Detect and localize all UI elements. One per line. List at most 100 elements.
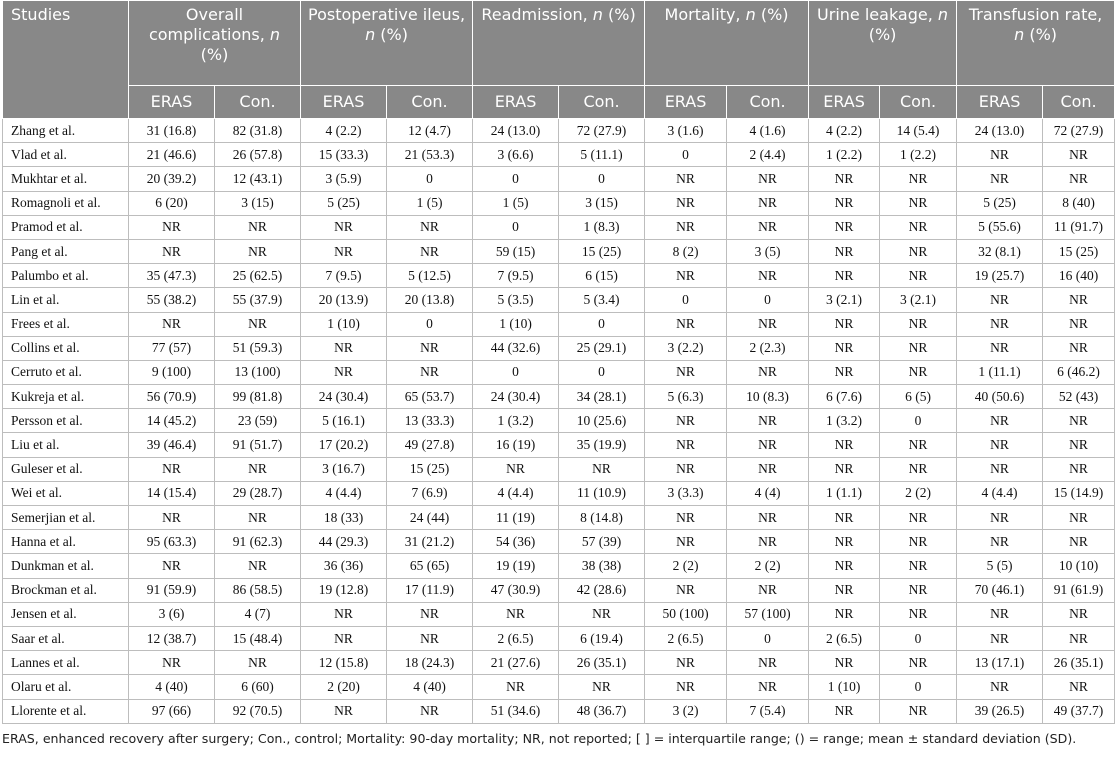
value-cell: 5 (55.6): [956, 214, 1044, 240]
value-cell: 24 (13.0): [472, 117, 560, 144]
value-cell: NR: [808, 359, 881, 386]
table-row: Kukreja et al. 56 (70.9) 99 (81.8) 24 (30.4…: [2, 384, 1116, 410]
value-cell: 3 (2): [644, 698, 728, 724]
value-cell: 0: [726, 287, 810, 313]
value-cell: 1 (3.2): [808, 408, 881, 434]
value-cell: 91 (51.7): [213, 432, 302, 458]
table-body: Zhang et al. 31 (16.8) 82 (31.8) 4 (2.2) 12 …: [2, 117, 1116, 724]
value-cell: 7 (5.4): [726, 698, 810, 724]
value-cell: NR: [213, 456, 302, 482]
value-cell: NR: [213, 504, 302, 531]
value-cell: 0: [558, 359, 646, 386]
value-cell: 19 (25.7): [956, 263, 1044, 289]
value-cell: NR: [808, 650, 881, 676]
value-cell: NR: [808, 311, 881, 337]
table-header: Studies Overall complications, n (%) Post…: [2, 0, 1116, 119]
value-cell: 65 (65): [386, 553, 474, 579]
value-cell: NR: [879, 190, 958, 216]
table-footnote: ERAS, enhanced recovery after surgery; C…: [2, 730, 1077, 746]
value-cell: 15 (48.4): [213, 625, 302, 652]
value-cell: 11 (10.9): [558, 480, 646, 507]
value-cell: 56 (70.9): [128, 384, 215, 410]
group-header-n: n: [592, 5, 603, 24]
value-cell: NR: [879, 553, 958, 579]
value-cell: 19 (12.8): [300, 577, 388, 603]
value-cell: NR: [956, 142, 1044, 168]
value-cell: 1 (2.2): [879, 142, 958, 168]
study-name-cell: Saar et al.: [2, 625, 129, 652]
control-subheader: Con.: [558, 85, 646, 119]
table-row: Dunkman et al. NR NR 36 (36) 65 (65) 19 (19) 3…: [2, 553, 1116, 579]
value-cell: 1 (10): [808, 674, 881, 700]
outcomes-table: Studies Overall complications, n (%) Post…: [2, 0, 1116, 724]
value-cell: 8 (2): [644, 238, 728, 265]
value-cell: 7 (9.5): [472, 263, 560, 289]
group-header-unit: (%): [375, 25, 408, 44]
value-cell: 38 (38): [558, 553, 646, 579]
value-cell: 31 (16.8): [128, 117, 215, 144]
table-row: Mukhtar et al. 20 (39.2) 12 (43.1) 3 (5.9) 0…: [2, 166, 1116, 192]
value-cell: NR: [808, 529, 881, 555]
value-cell: 36 (36): [300, 553, 388, 579]
value-cell: 7 (9.5): [300, 263, 388, 289]
group-header-label: Urine leakage,: [817, 5, 938, 24]
value-cell: NR: [644, 577, 728, 603]
value-cell: 6 (7.6): [808, 384, 881, 410]
table-row: Brockman et al. 91 (59.9) 86 (58.5) 19 (12.…: [2, 577, 1116, 603]
value-cell: NR: [644, 190, 728, 216]
value-cell: 57 (39): [558, 529, 646, 555]
table-row: Hanna et al. 95 (63.3) 91 (62.3) 44 (29.3) 3…: [2, 529, 1116, 555]
value-cell: 2 (6.5): [472, 625, 560, 652]
value-cell: 3 (5.9): [300, 166, 388, 192]
value-cell: 4 (4.4): [472, 480, 560, 507]
table-container: Studies Overall complications, n (%) Post…: [2, 0, 1116, 746]
value-cell: 25 (62.5): [213, 263, 302, 289]
value-cell: 91 (61.9): [1042, 577, 1116, 603]
table-row: Semerjian et al. NR NR 18 (33) 24 (44) 11 (19…: [2, 504, 1116, 531]
value-cell: NR: [1042, 408, 1116, 434]
value-cell: 11 (19): [472, 504, 560, 531]
value-cell: 13 (33.3): [386, 408, 474, 434]
value-cell: NR: [472, 601, 560, 627]
value-cell: 35 (47.3): [128, 263, 215, 289]
value-cell: NR: [558, 456, 646, 482]
table-row: Wei et al. 14 (15.4) 29 (28.7) 4 (4.4) 7 (6.…: [2, 480, 1116, 507]
control-subheader: Con.: [1042, 85, 1116, 119]
value-cell: 31 (21.2): [386, 529, 474, 555]
value-cell: 40 (50.6): [956, 384, 1044, 410]
value-cell: NR: [956, 529, 1044, 555]
value-cell: 12 (4.7): [386, 117, 474, 144]
value-cell: NR: [726, 456, 810, 482]
value-cell: 4 (40): [386, 674, 474, 700]
table-row: Zhang et al. 31 (16.8) 82 (31.8) 4 (2.2) 12 …: [2, 117, 1116, 144]
value-cell: 39 (26.5): [956, 698, 1044, 724]
group-header-label: Readmission,: [481, 5, 593, 24]
value-cell: NR: [386, 359, 474, 386]
value-cell: 0: [644, 287, 728, 313]
value-cell: 18 (33): [300, 504, 388, 531]
value-cell: 13 (17.1): [956, 650, 1044, 676]
value-cell: 24 (30.4): [472, 384, 560, 410]
value-cell: NR: [300, 214, 388, 240]
value-cell: 0: [879, 625, 958, 652]
value-cell: 4 (4): [726, 480, 810, 507]
value-cell: 39 (46.4): [128, 432, 215, 458]
group-header-unit: (%): [868, 25, 897, 44]
group-header-n: n: [937, 5, 949, 24]
value-cell: 14 (5.4): [879, 117, 958, 144]
value-cell: 12 (38.7): [128, 625, 215, 652]
eras-subheader: ERAS: [472, 85, 560, 119]
value-cell: NR: [644, 432, 728, 458]
value-cell: NR: [644, 311, 728, 337]
value-cell: 1 (10): [472, 311, 560, 337]
value-cell: NR: [128, 456, 215, 482]
table-row: Guleser et al. NR NR 3 (16.7) 15 (25) NR NR NR N…: [2, 456, 1116, 482]
value-cell: 54 (36): [472, 529, 560, 555]
table-row: Lannes et al. NR NR 12 (15.8) 18 (24.3) 21 (2…: [2, 650, 1116, 676]
value-cell: 65 (53.7): [386, 384, 474, 410]
value-cell: NR: [808, 166, 881, 192]
value-cell: 35 (19.9): [558, 432, 646, 458]
value-cell: NR: [644, 166, 728, 192]
value-cell: NR: [644, 529, 728, 555]
value-cell: NR: [808, 190, 881, 216]
